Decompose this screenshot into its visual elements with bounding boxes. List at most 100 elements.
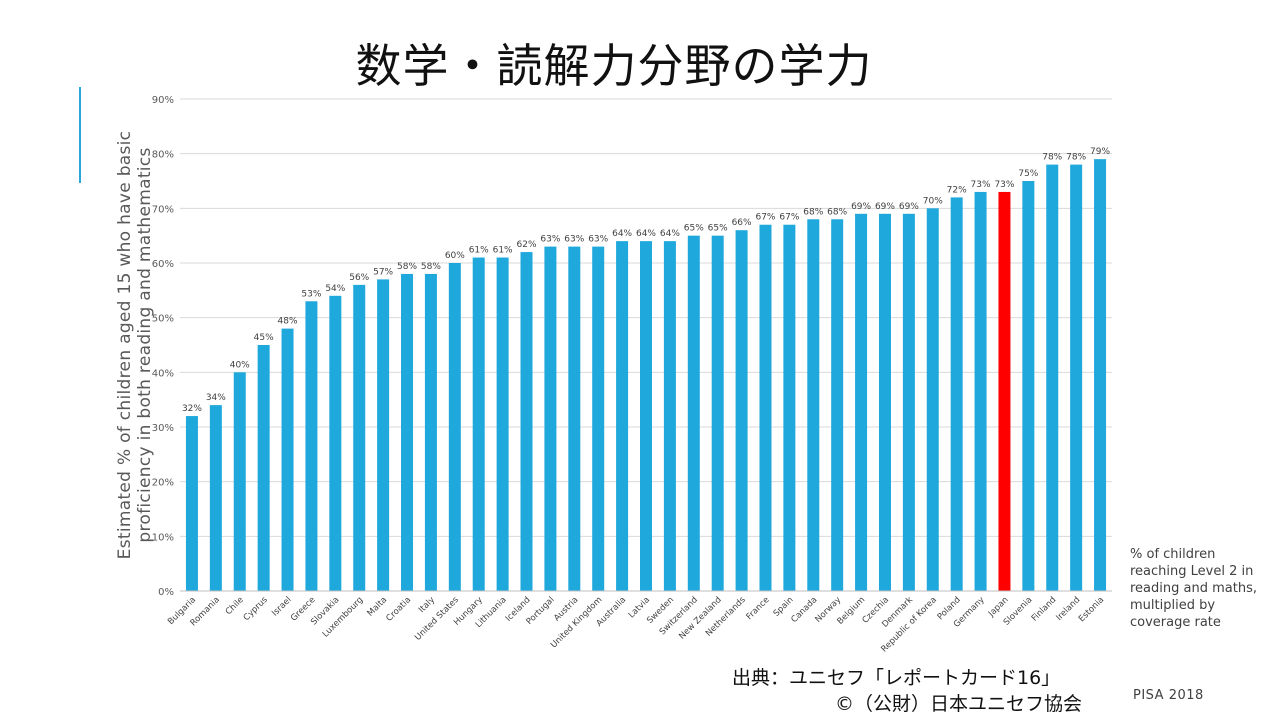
x-tick-label: Estonia — [1077, 595, 1106, 624]
data-label: 64% — [660, 229, 680, 239]
data-label: 57% — [373, 267, 393, 277]
bar — [878, 213, 891, 592]
data-label: 40% — [230, 360, 250, 370]
y-tick-label: 40% — [152, 368, 174, 379]
data-label: 78% — [1042, 153, 1062, 163]
data-label: 69% — [851, 202, 871, 212]
data-label: 63% — [588, 235, 608, 245]
data-label: 60% — [445, 251, 465, 261]
bar — [687, 235, 700, 591]
data-label: 68% — [803, 207, 823, 217]
source-citation: 出典：ユニセフ「レポートカード16」 — [732, 667, 1061, 689]
y-tick-label: 0% — [158, 587, 174, 598]
data-label: 65% — [684, 224, 704, 234]
data-label: 54% — [325, 284, 345, 294]
bar — [640, 241, 652, 591]
note-line: multiplied by — [1130, 598, 1216, 613]
data-label: 48% — [278, 317, 298, 327]
bar — [663, 241, 676, 591]
bar — [353, 284, 366, 591]
bar — [257, 345, 270, 591]
data-label: 69% — [875, 202, 895, 212]
chart-note: % of children reaching Level 2 in readin… — [1130, 546, 1270, 631]
bar — [902, 213, 915, 592]
data-label: 63% — [540, 235, 560, 245]
bar — [1022, 181, 1035, 591]
data-label: 65% — [708, 224, 728, 234]
bar — [831, 219, 844, 591]
bar — [496, 257, 509, 591]
data-label: 67% — [779, 213, 799, 223]
page-title: 数学・読解力分野の学力 — [355, 39, 873, 93]
data-label: 64% — [612, 229, 632, 239]
bar — [783, 224, 796, 591]
y-tick-label: 80% — [152, 150, 174, 161]
note-line: reaching Level 2 in — [1130, 564, 1254, 579]
bar — [305, 301, 318, 591]
note-line: coverage rate — [1130, 615, 1221, 630]
y-tick-label: 50% — [152, 314, 174, 325]
data-label: 70% — [923, 196, 943, 206]
bar — [1094, 159, 1107, 591]
y-tick-label: 20% — [152, 478, 174, 489]
data-label: 61% — [493, 246, 513, 256]
bar — [735, 230, 748, 591]
bar — [926, 208, 939, 592]
bar — [520, 252, 533, 592]
y-tick-label: 70% — [152, 204, 174, 215]
data-label: 75% — [1018, 169, 1038, 179]
bar — [759, 224, 772, 591]
bar — [281, 328, 294, 591]
bar — [568, 246, 581, 591]
data-label: 63% — [564, 235, 584, 245]
data-label: 53% — [301, 289, 321, 299]
y-tick-label: 10% — [152, 532, 174, 543]
bar — [616, 241, 629, 591]
bar — [448, 263, 461, 591]
data-label: 61% — [469, 246, 489, 256]
bar — [592, 246, 605, 591]
data-label: 68% — [827, 207, 847, 217]
data-label: 72% — [947, 185, 967, 195]
bar-highlight — [998, 191, 1011, 591]
data-label: 58% — [397, 262, 417, 272]
data-label: 78% — [1066, 153, 1086, 163]
x-tick-label: Croatia — [384, 595, 413, 624]
bar — [1046, 164, 1059, 591]
data-label: 56% — [349, 273, 369, 283]
data-label: 69% — [899, 202, 919, 212]
bar — [974, 191, 987, 591]
data-label: 73% — [971, 180, 991, 190]
pisa-label: PISA 2018 — [1133, 688, 1204, 703]
bar — [1070, 164, 1083, 591]
data-label: 32% — [182, 404, 202, 414]
bar — [711, 235, 724, 591]
y-tick-label: 90% — [152, 95, 174, 106]
bar — [855, 213, 868, 592]
x-tick-label: France — [745, 595, 772, 622]
x-tick-label: Italy — [417, 595, 437, 615]
accent-line — [79, 87, 81, 183]
note-line: reading and maths, — [1130, 581, 1257, 596]
data-label: 64% — [636, 229, 656, 239]
bar — [185, 416, 198, 591]
data-label: 73% — [994, 180, 1014, 190]
bar — [424, 273, 437, 591]
copyright-notice: ©（公財）日本ユニセフ協会 — [835, 693, 1083, 715]
bar — [329, 295, 342, 591]
bar — [472, 257, 485, 591]
y-tick-label: 60% — [152, 259, 174, 270]
data-label: 66% — [732, 218, 752, 228]
data-label: 67% — [755, 213, 775, 223]
x-tick-label: Cyprus — [242, 595, 270, 623]
data-label: 45% — [254, 333, 274, 343]
bar — [544, 246, 557, 591]
data-label: 79% — [1090, 147, 1110, 157]
bar — [807, 219, 820, 591]
bar — [377, 279, 390, 591]
note-line: % of children — [1130, 547, 1216, 562]
bar — [233, 372, 246, 591]
data-label: 34% — [206, 393, 226, 403]
y-tick-label: 30% — [152, 423, 174, 434]
